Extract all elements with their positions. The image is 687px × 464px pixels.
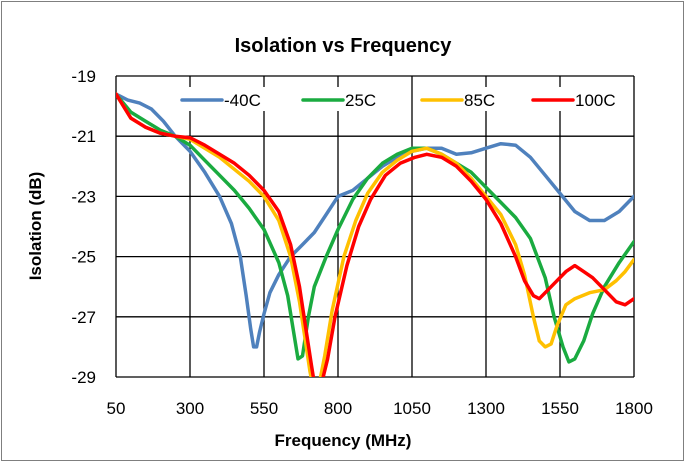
chart-title: Isolation vs Frequency [235,35,453,57]
y-tick-label: -25 [71,248,96,267]
y-tick-label: -19 [71,67,96,86]
y-tick-labels: -19 -21 -23 -25 -27 -29 [71,67,96,387]
series-lines [116,92,634,377]
legend-label: 85C [464,91,495,110]
x-tick-label: 1800 [615,399,653,418]
x-tick-label: 300 [176,399,204,418]
legend-label: 25C [345,91,376,110]
series-line-0 [116,92,634,349]
x-tick-label: 1050 [393,399,431,418]
y-tick-label: -27 [71,308,96,327]
x-tick-labels: 50 300 550 800 1050 1300 1550 1800 [107,399,653,418]
legend-label: -40C [224,91,261,110]
x-tick-label: 800 [324,399,352,418]
y-axis-title: Isolation (dB) [26,172,45,281]
y-tick-label: -21 [71,127,96,146]
x-tick-label: 1300 [467,399,505,418]
x-axis-title: Frequency (MHz) [275,431,412,450]
series-line-2 [116,92,634,377]
x-tick-label: 50 [107,399,126,418]
y-tick-label: -23 [71,187,96,206]
series-line-1 [116,92,634,364]
legend-label: 100C [575,91,616,110]
series-line-3 [116,92,634,377]
x-tick-label: 1550 [541,399,579,418]
legend: -40C 25C 85C 100C [178,87,629,111]
x-tick-label: 550 [250,399,278,418]
y-tick-label: -29 [71,368,96,387]
